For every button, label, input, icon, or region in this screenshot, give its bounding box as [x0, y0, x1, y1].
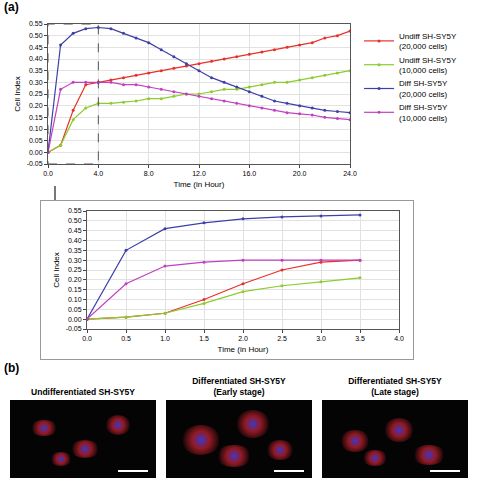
svg-text:0.05: 0.05 [68, 306, 82, 313]
svg-text:-0.05: -0.05 [27, 160, 43, 167]
svg-text:0.10: 0.10 [29, 125, 43, 132]
html-text:(a): (a) [4, 0, 19, 14]
svg-text:0.40: 0.40 [29, 55, 43, 62]
svg-text:Time (in Hour): Time (in Hour) [174, 180, 225, 189]
svg-text:Diff SH-SY5Y(20,000 cells): Diff SH-SY5Y(20,000 cells) [399, 79, 448, 98]
svg-text:0.35: 0.35 [29, 67, 43, 74]
svg-text:3.5: 3.5 [355, 335, 365, 342]
svg-text:0.35: 0.35 [68, 247, 82, 254]
svg-text:0.55: 0.55 [29, 20, 43, 27]
svg-text:2.0: 2.0 [238, 335, 248, 342]
svg-text:0.20: 0.20 [68, 276, 82, 283]
svg-text:1.5: 1.5 [199, 335, 209, 342]
svg-text:0.50: 0.50 [68, 217, 82, 224]
svg-text:8.0: 8.0 [144, 170, 154, 177]
svg-text:0.0: 0.0 [82, 335, 92, 342]
svg-text:0.25: 0.25 [29, 90, 43, 97]
svg-text:1.0: 1.0 [160, 335, 170, 342]
svg-text:0.25: 0.25 [68, 266, 82, 273]
svg-text:Time (in Hour): Time (in Hour) [218, 345, 269, 354]
svg-text:0.50: 0.50 [29, 32, 43, 39]
svg-text:20.0: 20.0 [293, 170, 307, 177]
svg-text:4.0: 4.0 [394, 335, 404, 342]
svg-text:0.10: 0.10 [68, 296, 82, 303]
svg-text:4.0: 4.0 [93, 170, 103, 177]
svg-text:0.30: 0.30 [29, 79, 43, 86]
html-text:Differentiated SH-SY5Y: Differentiated SH-SY5Y [192, 376, 286, 386]
svg-text:0.45: 0.45 [29, 44, 43, 51]
html-text:(Early stage): (Early stage) [213, 387, 265, 397]
svg-text:0.05: 0.05 [29, 137, 43, 144]
svg-text:3.0: 3.0 [316, 335, 326, 342]
svg-text:0.5: 0.5 [121, 335, 131, 342]
svg-text:0.45: 0.45 [68, 227, 82, 234]
svg-text:0.00: 0.00 [68, 316, 82, 323]
svg-text:2.5: 2.5 [277, 335, 287, 342]
svg-text:16.0: 16.0 [243, 170, 257, 177]
svg-text:Undiff SH-SY5Y(20,000 cells): Undiff SH-SY5Y(20,000 cells) [399, 32, 457, 51]
html-text:Undifferentiated SH-SY5Y: Undifferentiated SH-SY5Y [31, 387, 135, 397]
svg-text:12.0: 12.0 [192, 170, 206, 177]
svg-text:0.20: 0.20 [29, 102, 43, 109]
svg-text:Cell Index: Cell Index [52, 252, 61, 288]
svg-text:Undiff SH-SY5Y(10,000 cells): Undiff SH-SY5Y(10,000 cells) [399, 56, 457, 75]
svg-text:0.15: 0.15 [68, 286, 82, 293]
svg-text:24.0: 24.0 [343, 170, 357, 177]
svg-text:Cell Index: Cell Index [13, 76, 22, 112]
svg-text:0.40: 0.40 [68, 237, 82, 244]
svg-text:0.0: 0.0 [43, 170, 53, 177]
svg-text:0.00: 0.00 [29, 149, 43, 156]
svg-text:Diff SH-SY5Y(10,000 cells): Diff SH-SY5Y(10,000 cells) [399, 103, 448, 122]
html-text:(b): (b) [4, 361, 20, 375]
html-text:Differentiated SH-SY5Y: Differentiated SH-SY5Y [348, 376, 442, 386]
svg-text:0.55: 0.55 [68, 207, 82, 214]
svg-text:-0.05: -0.05 [66, 325, 82, 332]
html-text:(Late stage): (Late stage) [371, 387, 419, 397]
svg-text:0.30: 0.30 [68, 257, 82, 264]
svg-text:0.15: 0.15 [29, 114, 43, 121]
